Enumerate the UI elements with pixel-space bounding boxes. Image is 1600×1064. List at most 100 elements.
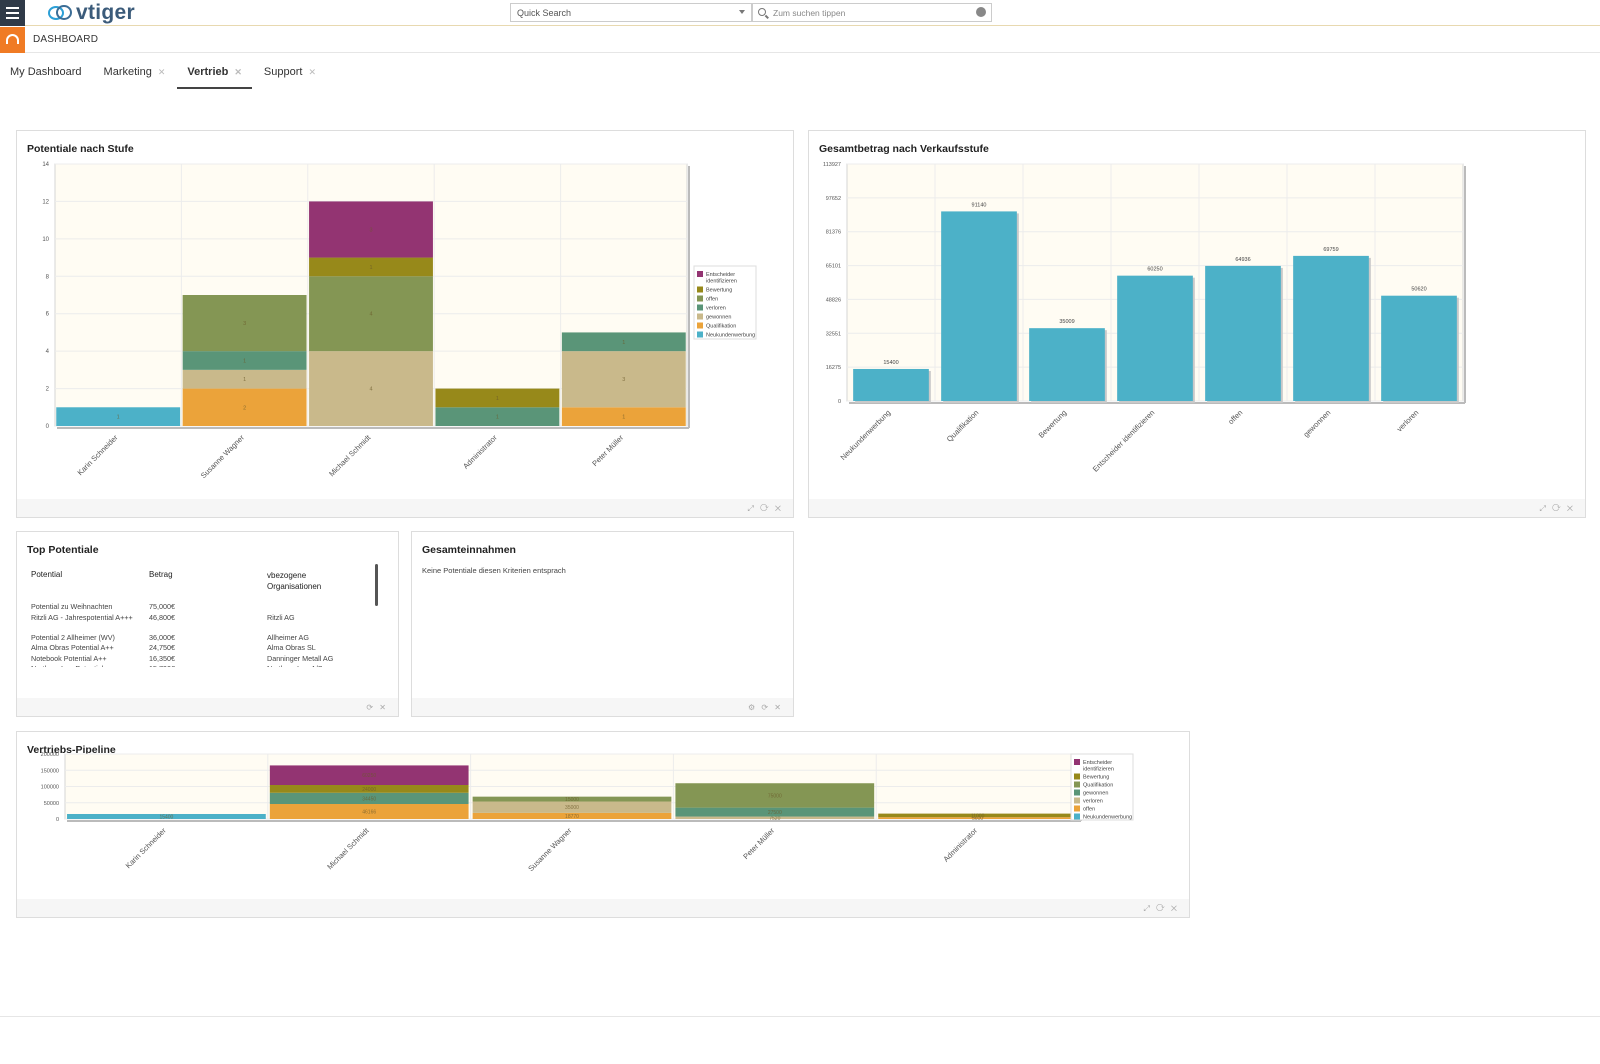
cell-potential[interactable]: Alma Obras Potential A++ [31, 643, 114, 652]
x-tick-label: Peter Müller [590, 433, 625, 468]
cell-organisation[interactable]: Northern Iron A/S [267, 664, 367, 667]
y-tick-label: 0 [56, 817, 59, 823]
tab-vertrieb[interactable]: Vertrieb ✕ [177, 60, 252, 89]
bar-segment-gewonnen [309, 351, 433, 426]
bar [941, 211, 1017, 401]
widget-actions[interactable]: ⚙ ⟳ ✕ [747, 703, 783, 712]
widget-actions[interactable]: ⤢ ⟳ ✕ [747, 504, 783, 513]
widget-actions[interactable]: ⟳ ✕ [366, 703, 388, 712]
widget-gesamteinnahmen: Gesamteinnahmen Keine Potentiale diesen … [411, 531, 794, 717]
widget-title: Top Potentiale [27, 544, 99, 556]
module-label: DASHBOARD [33, 34, 99, 45]
legend-label: verloren [706, 306, 726, 312]
legend-label: Qualifikation [706, 324, 736, 330]
legend-swatch [697, 295, 703, 302]
y-tick-label: 113927 [823, 162, 841, 168]
cell-organisation[interactable]: Allheimer AG [267, 632, 309, 642]
data-label: 1 [369, 265, 372, 271]
vtiger-logo[interactable]: vtiger [48, 1, 135, 24]
widget-actions[interactable]: ⤢ ⟳ ✕ [1539, 504, 1575, 513]
widget-title: Potentiale nach Stufe [27, 143, 134, 155]
legend-swatch [697, 322, 703, 329]
x-tick-label: Susanne Wagner [199, 433, 247, 481]
hamburger-menu-icon[interactable] [0, 0, 25, 26]
bar [1029, 328, 1105, 401]
data-label: 34450 [362, 796, 376, 802]
legend-swatch [697, 304, 703, 311]
y-tick-label: 10 [42, 237, 49, 243]
tab-support[interactable]: Support ✕ [254, 60, 326, 89]
widget-footer: ⤢ ⟳ ✕ [809, 499, 1585, 517]
cell-potential[interactable]: Ritzli AG - Jahrespotential A+++ [31, 612, 133, 622]
cell-betrag: 46,800€ [149, 612, 175, 622]
close-icon[interactable]: ✕ [157, 67, 166, 77]
x-tick-label: gewonnen [1302, 408, 1333, 439]
cell-betrag: 75,000€ [149, 602, 175, 611]
logo-mark-icon [48, 4, 74, 22]
legend-swatch [697, 331, 703, 338]
widget-actions[interactable]: ⤢ ⟳ ✕ [1143, 904, 1179, 913]
x-tick-label: Susanne Wagner [526, 826, 574, 874]
tab-my-dashboard[interactable]: My Dashboard [0, 60, 92, 89]
bar-segment-offen [269, 803, 469, 819]
close-icon[interactable]: ✕ [308, 67, 316, 77]
bar-segment-bewertung [435, 388, 560, 408]
widget-potentiale-nach-stufe: Potentiale nach Stufe 0 2 4 6 8 10 12 14 1 2 1 1 3 4 4… [16, 130, 794, 518]
cell-organisation[interactable]: Danninger Metall AG [267, 653, 334, 663]
bar-segment-neukundenwerbung [56, 407, 181, 426]
widget-gesamtbetrag: Gesamtbetrag nach Verkaufsstufe 0 16275 32… [808, 130, 1586, 518]
scrollbar[interactable] [375, 564, 378, 606]
dashboard-gauge-icon[interactable] [0, 27, 25, 53]
tab-marketing[interactable]: Marketing ✕ [94, 60, 176, 89]
advanced-search-icon[interactable] [976, 7, 986, 17]
cell-potential[interactable]: Notebook Potential A++ [31, 653, 107, 663]
bar [1293, 255, 1369, 401]
x-tick-label: verloren [1395, 408, 1421, 434]
y-tick-label: 81376 [826, 230, 841, 236]
data-label: 1 [243, 359, 246, 365]
data-label: 15400 [159, 814, 173, 820]
data-label: 50620 [1411, 287, 1426, 293]
legend-swatch [1074, 759, 1080, 765]
empty-message: Keine Potentiale diesen Kriterien entspr… [422, 566, 566, 575]
cell-organisation[interactable]: Alma Obras SL [267, 643, 316, 652]
cell-potential[interactable]: Potential 2 Allheimer (WV) [31, 632, 115, 642]
chart-vertriebs-pipeline: 0 50000 100000 150000 200000 15400 46166 34450 2… [41, 752, 1134, 874]
legend-label: offen [1083, 807, 1095, 813]
x-tick-label: offen [1226, 408, 1244, 426]
y-tick-label: 0 [838, 399, 841, 405]
x-tick-label: Karin Schneider [76, 433, 120, 477]
cell-betrag: 16,350€ [149, 653, 175, 663]
widget-footer: ⚙ ⟳ ✕ [412, 698, 793, 716]
legend-label: Bewertung [1083, 775, 1109, 781]
bar-segment-gewonnen [269, 792, 469, 804]
x-tick-label: Neukundenwerbung [839, 408, 893, 462]
bar-segment-neukundenwerbung [67, 813, 266, 819]
cell-potential[interactable]: Potential zu Weihnachten [31, 602, 113, 611]
y-tick-label: 48826 [826, 297, 841, 303]
bar-segment-verloren [675, 816, 875, 819]
widget-title: Gesamtbetrag nach Verkaufsstufe [819, 143, 989, 155]
search-input[interactable]: Zum suchen tippen [752, 3, 992, 22]
legend-label: Entscheider [1083, 760, 1112, 766]
bar-segment-qualifikation [182, 388, 307, 426]
close-icon[interactable]: ✕ [234, 67, 242, 77]
data-label: 7520 [769, 816, 780, 822]
cell-organisation[interactable]: Ritzli AG [267, 612, 295, 622]
y-tick-label: 6 [46, 312, 50, 318]
data-label: 60250 [1147, 267, 1162, 273]
data-label: 1 [117, 415, 120, 421]
data-label: 46166 [362, 809, 376, 815]
bar-segment-verloren [472, 801, 672, 813]
y-tick-label: 150000 [41, 768, 59, 774]
quick-search-select[interactable]: Quick Search [510, 3, 752, 22]
cell-potential[interactable]: Northern Iron Potential [31, 664, 143, 667]
cell-betrag: 36,000€ [149, 632, 175, 642]
data-label: 4 [369, 312, 372, 318]
bar-segment-bewertung [309, 257, 433, 277]
data-label: 2 [243, 405, 246, 411]
bar-segment-qualifikation [561, 407, 686, 426]
bar-segment-offen [182, 295, 307, 352]
legend-label: gewonnen [1083, 791, 1108, 797]
widget-title: Vertriebs-Pipeline [27, 744, 116, 756]
